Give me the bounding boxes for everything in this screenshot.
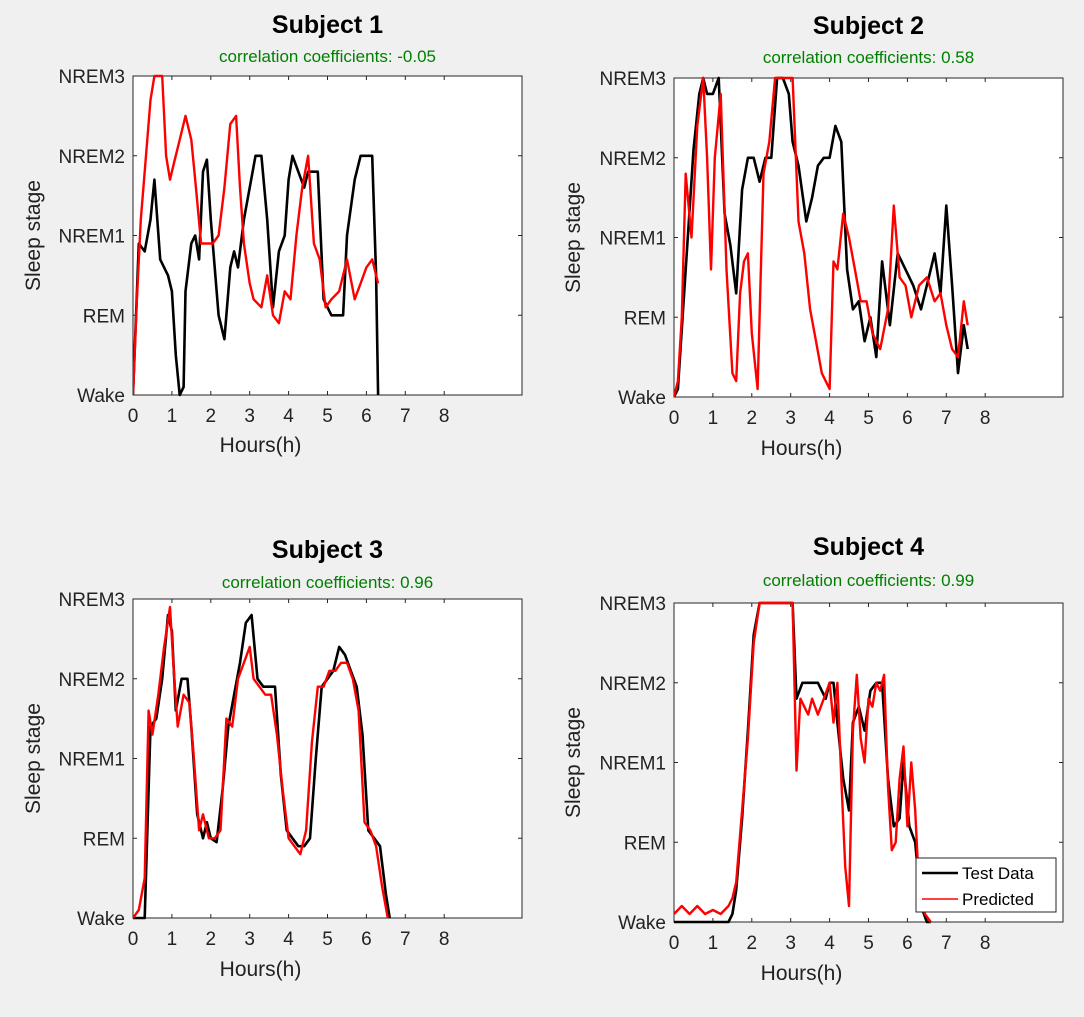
y-axis-label: Sleep stage bbox=[22, 180, 45, 291]
x-tick-label: 8 bbox=[439, 929, 450, 950]
subplot-subtitle: correlation coefficients: 0.96 bbox=[222, 573, 433, 592]
plot-area bbox=[132, 598, 523, 919]
x-axis-label: Hours(h) bbox=[220, 958, 302, 981]
y-tick-label: NREM3 bbox=[58, 67, 125, 88]
x-tick-label: 7 bbox=[941, 408, 952, 429]
x-tick-label: 5 bbox=[863, 408, 874, 429]
subplot-subtitle: correlation coefficients: -0.05 bbox=[219, 47, 436, 66]
x-tick-label: 2 bbox=[747, 933, 758, 954]
x-tick-label: 1 bbox=[708, 408, 719, 429]
y-tick-label: Wake bbox=[77, 909, 125, 930]
y-axis-label: Sleep stage bbox=[562, 182, 585, 293]
y-tick-label: NREM3 bbox=[599, 594, 666, 615]
series-line-black bbox=[133, 154, 380, 397]
x-tick-label: 4 bbox=[824, 408, 835, 429]
x-tick-label: 4 bbox=[824, 933, 835, 954]
x-tick-label: 6 bbox=[361, 929, 372, 950]
y-tick-label: NREM1 bbox=[58, 750, 125, 771]
x-tick-label: 5 bbox=[863, 933, 874, 954]
x-tick-label: 0 bbox=[128, 406, 139, 427]
x-tick-label: 7 bbox=[400, 929, 411, 950]
x-tick-label: 6 bbox=[902, 933, 913, 954]
x-tick-label: 2 bbox=[206, 929, 217, 950]
x-tick-label: 5 bbox=[322, 929, 333, 950]
subplot-title: Subject 3 bbox=[272, 536, 383, 564]
x-tick-label: 3 bbox=[785, 408, 796, 429]
y-axis-label: Sleep stage bbox=[22, 703, 45, 814]
y-tick-label: NREM2 bbox=[599, 149, 666, 170]
x-tick-label: 6 bbox=[902, 408, 913, 429]
x-tick-label: 5 bbox=[322, 406, 333, 427]
subplot-2: Subject 2 correlation coefficients: 0.58 0… bbox=[562, 12, 1064, 460]
y-axis-label: Sleep stage bbox=[562, 707, 585, 818]
x-tick-label: 0 bbox=[669, 408, 680, 429]
subplot-3: Subject 3 correlation coefficients: 0.96 0… bbox=[22, 536, 523, 981]
subplot-title: Subject 2 bbox=[813, 12, 924, 40]
x-axis-label: Hours(h) bbox=[220, 434, 302, 457]
x-tick-label: 6 bbox=[361, 406, 372, 427]
y-tick-label: NREM3 bbox=[58, 590, 125, 611]
x-tick-label: 1 bbox=[167, 406, 178, 427]
y-tick-label: NREM3 bbox=[599, 69, 666, 90]
x-tick-label: 1 bbox=[167, 929, 178, 950]
x-tick-label: 3 bbox=[244, 929, 255, 950]
subplot-4: Subject 4 correlation coefficients: 0.99 0… bbox=[562, 533, 1064, 985]
x-tick-label: 0 bbox=[669, 933, 680, 954]
x-tick-label: 8 bbox=[980, 408, 991, 429]
y-tick-label: REM bbox=[83, 829, 125, 850]
x-tick-label: 1 bbox=[708, 933, 719, 954]
x-tick-label: 3 bbox=[785, 933, 796, 954]
x-tick-label: 8 bbox=[439, 406, 450, 427]
y-tick-label: REM bbox=[624, 833, 666, 854]
legend-box bbox=[915, 857, 1057, 913]
x-tick-label: 2 bbox=[747, 408, 758, 429]
legend-entry-label: Predicted bbox=[962, 890, 1034, 909]
plot-area bbox=[673, 77, 1064, 398]
series-line-red bbox=[133, 605, 389, 919]
series-line-red bbox=[674, 76, 969, 398]
subplot-title: Subject 4 bbox=[813, 533, 924, 561]
y-tick-label: Wake bbox=[77, 386, 125, 407]
x-axis-label: Hours(h) bbox=[761, 437, 843, 460]
y-tick-label: NREM1 bbox=[58, 227, 125, 248]
subplot-subtitle: correlation coefficients: 0.58 bbox=[763, 48, 974, 67]
y-tick-label: Wake bbox=[618, 388, 666, 409]
x-tick-label: 3 bbox=[244, 406, 255, 427]
y-tick-label: NREM2 bbox=[58, 670, 125, 691]
legend-entry-label: Test Data bbox=[962, 864, 1034, 883]
x-tick-label: 4 bbox=[283, 929, 294, 950]
y-tick-label: NREM2 bbox=[58, 147, 125, 168]
x-tick-label: 7 bbox=[400, 406, 411, 427]
y-tick-label: NREM1 bbox=[599, 229, 666, 250]
x-tick-label: 7 bbox=[941, 933, 952, 954]
series-line-red bbox=[133, 74, 380, 396]
x-tick-label: 4 bbox=[283, 406, 294, 427]
subplot-subtitle: correlation coefficients: 0.99 bbox=[763, 571, 974, 590]
x-tick-label: 8 bbox=[980, 933, 991, 954]
subplot-title: Subject 1 bbox=[272, 11, 383, 39]
y-tick-label: REM bbox=[83, 306, 125, 327]
series-line-predicted bbox=[674, 601, 932, 923]
x-axis-label: Hours(h) bbox=[761, 962, 843, 985]
y-tick-label: REM bbox=[624, 308, 666, 329]
y-tick-label: NREM1 bbox=[599, 754, 666, 775]
subplot-1: Subject 1 correlation coefficients: -0.05… bbox=[22, 11, 523, 457]
x-tick-label: 2 bbox=[206, 406, 217, 427]
y-tick-label: NREM2 bbox=[599, 674, 666, 695]
plot-area bbox=[132, 75, 523, 396]
legend: Test Data Predicted bbox=[915, 857, 1057, 913]
x-tick-label: 0 bbox=[128, 929, 139, 950]
y-tick-label: Wake bbox=[618, 913, 666, 934]
